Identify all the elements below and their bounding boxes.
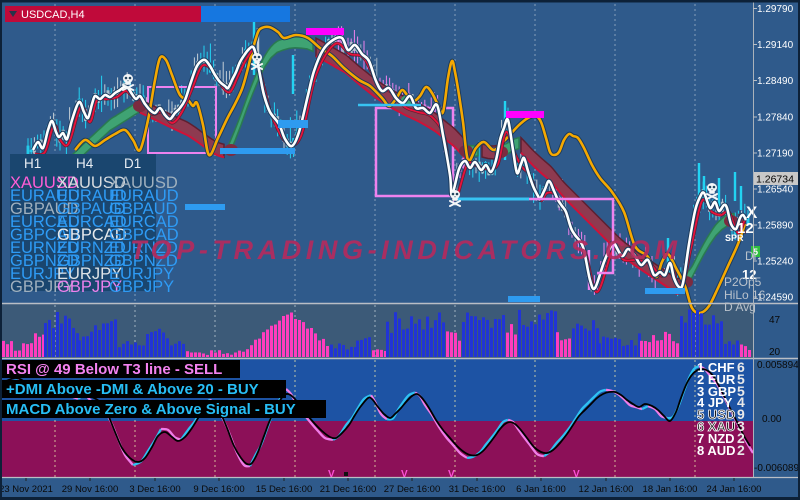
svg-text:9 Dec 16:00: 9 Dec 16:00 xyxy=(193,484,244,495)
svg-text:5: 5 xyxy=(753,247,758,257)
svg-text:V: V xyxy=(448,469,455,480)
svg-text:V: V xyxy=(328,469,335,480)
svg-text:EURAUD: EURAUD xyxy=(57,187,127,205)
svg-text:21 Dec 16:00: 21 Dec 16:00 xyxy=(320,484,377,495)
svg-text:6 XAU: 6 XAU xyxy=(697,419,735,434)
svg-text:EURAUD: EURAUD xyxy=(10,187,80,205)
svg-text:7 NZD: 7 NZD xyxy=(697,431,735,446)
svg-text:Di: Di xyxy=(745,249,756,263)
svg-text:1.26540: 1.26540 xyxy=(757,185,794,196)
svg-text:V: V xyxy=(401,469,408,480)
svg-text:GBPJPY: GBPJPY xyxy=(57,278,122,296)
svg-text:GBPAUD: GBPAUD xyxy=(109,200,178,218)
svg-text:24 Jan 16:00: 24 Jan 16:00 xyxy=(707,484,762,495)
svg-text:4: 4 xyxy=(737,394,745,410)
svg-text:20: 20 xyxy=(769,347,781,358)
svg-text:8 AUD: 8 AUD xyxy=(697,443,736,458)
svg-text:GBPNZD: GBPNZD xyxy=(57,252,126,270)
svg-text:TOP-TRADING-INDICATORS.COM: TOP-TRADING-INDICATORS.COM xyxy=(130,235,682,265)
svg-text:6 Jan 16:00: 6 Jan 16:00 xyxy=(516,484,566,495)
svg-text:GBPAUD: GBPAUD xyxy=(10,200,79,218)
svg-text:EURJPY: EURJPY xyxy=(109,265,174,283)
svg-text:1.25890: 1.25890 xyxy=(757,221,794,232)
svg-text:0.0058949: 0.0058949 xyxy=(757,360,800,371)
svg-text:EURNZD: EURNZD xyxy=(10,239,79,257)
svg-text:3: 3 xyxy=(737,418,745,434)
svg-text:H4: H4 xyxy=(76,156,94,171)
svg-text:12: 12 xyxy=(737,220,754,237)
svg-text:GBPCAD: GBPCAD xyxy=(10,226,80,244)
svg-text:H1: H1 xyxy=(24,156,41,171)
svg-text:V: V xyxy=(573,469,580,480)
svg-text:GBPCAD: GBPCAD xyxy=(57,226,127,244)
svg-text:XAUUSD: XAUUSD xyxy=(57,174,126,192)
svg-text:4 JPY: 4 JPY xyxy=(697,395,733,410)
svg-text:GBPAUD: GBPAUD xyxy=(57,200,126,218)
svg-text:GBPCAD: GBPCAD xyxy=(109,226,179,244)
svg-text:9: 9 xyxy=(737,406,745,422)
svg-text:EURAUD: EURAUD xyxy=(109,187,179,205)
svg-text:1.25240: 1.25240 xyxy=(757,257,794,268)
svg-text:23 Nov 2021: 23 Nov 2021 xyxy=(0,484,53,495)
svg-text:EURNZD: EURNZD xyxy=(109,239,178,257)
svg-text:3 Dec 16:00: 3 Dec 16:00 xyxy=(129,484,180,495)
svg-text:12 Jan 16:00: 12 Jan 16:00 xyxy=(579,484,634,495)
svg-text:5: 5 xyxy=(737,383,745,399)
svg-text:18 Jan 16:00: 18 Jan 16:00 xyxy=(643,484,698,495)
svg-text:0.00: 0.00 xyxy=(762,414,782,425)
svg-text:1 CHF: 1 CHF xyxy=(697,360,735,375)
svg-text:EURJPY: EURJPY xyxy=(10,265,75,283)
svg-text:5: 5 xyxy=(737,371,745,387)
svg-text:EURCAD: EURCAD xyxy=(57,213,127,231)
svg-text:SPR: SPR xyxy=(725,233,744,243)
svg-text:USDCAD,H4: USDCAD,H4 xyxy=(21,9,85,21)
svg-text:3 GBP: 3 GBP xyxy=(697,384,736,399)
svg-text:47: 47 xyxy=(769,315,781,326)
svg-text:GBPJPY: GBPJPY xyxy=(109,278,174,296)
svg-text:2: 2 xyxy=(737,430,745,446)
svg-text:EURJPY: EURJPY xyxy=(57,265,122,283)
svg-text:MACD Above Zero & Above Signal: MACD Above Zero & Above Signal - BUY xyxy=(6,401,296,418)
svg-text:1.27190: 1.27190 xyxy=(757,149,794,160)
svg-text:27 Dec 16:00: 27 Dec 16:00 xyxy=(384,484,441,495)
svg-text:5 USD: 5 USD xyxy=(697,407,735,422)
svg-text:D Avg: D Avg xyxy=(724,300,756,314)
svg-text:P2Op5: P2Op5 xyxy=(724,275,762,289)
svg-text:1.26734: 1.26734 xyxy=(756,174,794,186)
svg-text:1.29790: 1.29790 xyxy=(757,4,794,15)
svg-text:15 Dec 16:00: 15 Dec 16:00 xyxy=(256,484,313,495)
svg-text:29 Nov 16:00: 29 Nov 16:00 xyxy=(62,484,119,495)
svg-text:GBPNZD: GBPNZD xyxy=(109,252,178,270)
svg-text:1.24590: 1.24590 xyxy=(757,293,794,304)
svg-text:12: 12 xyxy=(742,267,756,282)
svg-text:1.28490: 1.28490 xyxy=(757,76,794,87)
svg-text:EURCAD: EURCAD xyxy=(10,213,80,231)
svg-text:X: X xyxy=(746,203,758,222)
svg-text:1.29140: 1.29140 xyxy=(757,40,794,51)
svg-text:GBPNZD: GBPNZD xyxy=(10,252,79,270)
svg-text:XAUUSD: XAUUSD xyxy=(10,174,79,192)
svg-text:2: 2 xyxy=(737,442,745,458)
svg-text:2 EUR: 2 EUR xyxy=(697,372,736,387)
svg-text:+DMI Above -DMI & Above 20 -: +DMI Above -DMI & Above 20 - BUY xyxy=(6,381,259,398)
svg-text:-0.0060897: -0.0060897 xyxy=(754,463,800,474)
svg-text:HiLo 16: HiLo 16 xyxy=(724,288,766,302)
svg-text:XAUUSD: XAUUSD xyxy=(109,174,178,192)
svg-text:D1: D1 xyxy=(124,156,141,171)
svg-text:6: 6 xyxy=(737,359,745,375)
svg-text:1.27840: 1.27840 xyxy=(757,113,794,124)
svg-text:EURCAD: EURCAD xyxy=(109,213,179,231)
svg-text:GBPJPY: GBPJPY xyxy=(10,278,75,296)
svg-text:31 Dec 16:00: 31 Dec 16:00 xyxy=(449,484,506,495)
svg-text:RSI @ 49 Below T3 line - SELL: RSI @ 49 Below T3 line - SELL xyxy=(6,361,222,378)
svg-text:EURNZD: EURNZD xyxy=(57,239,126,257)
